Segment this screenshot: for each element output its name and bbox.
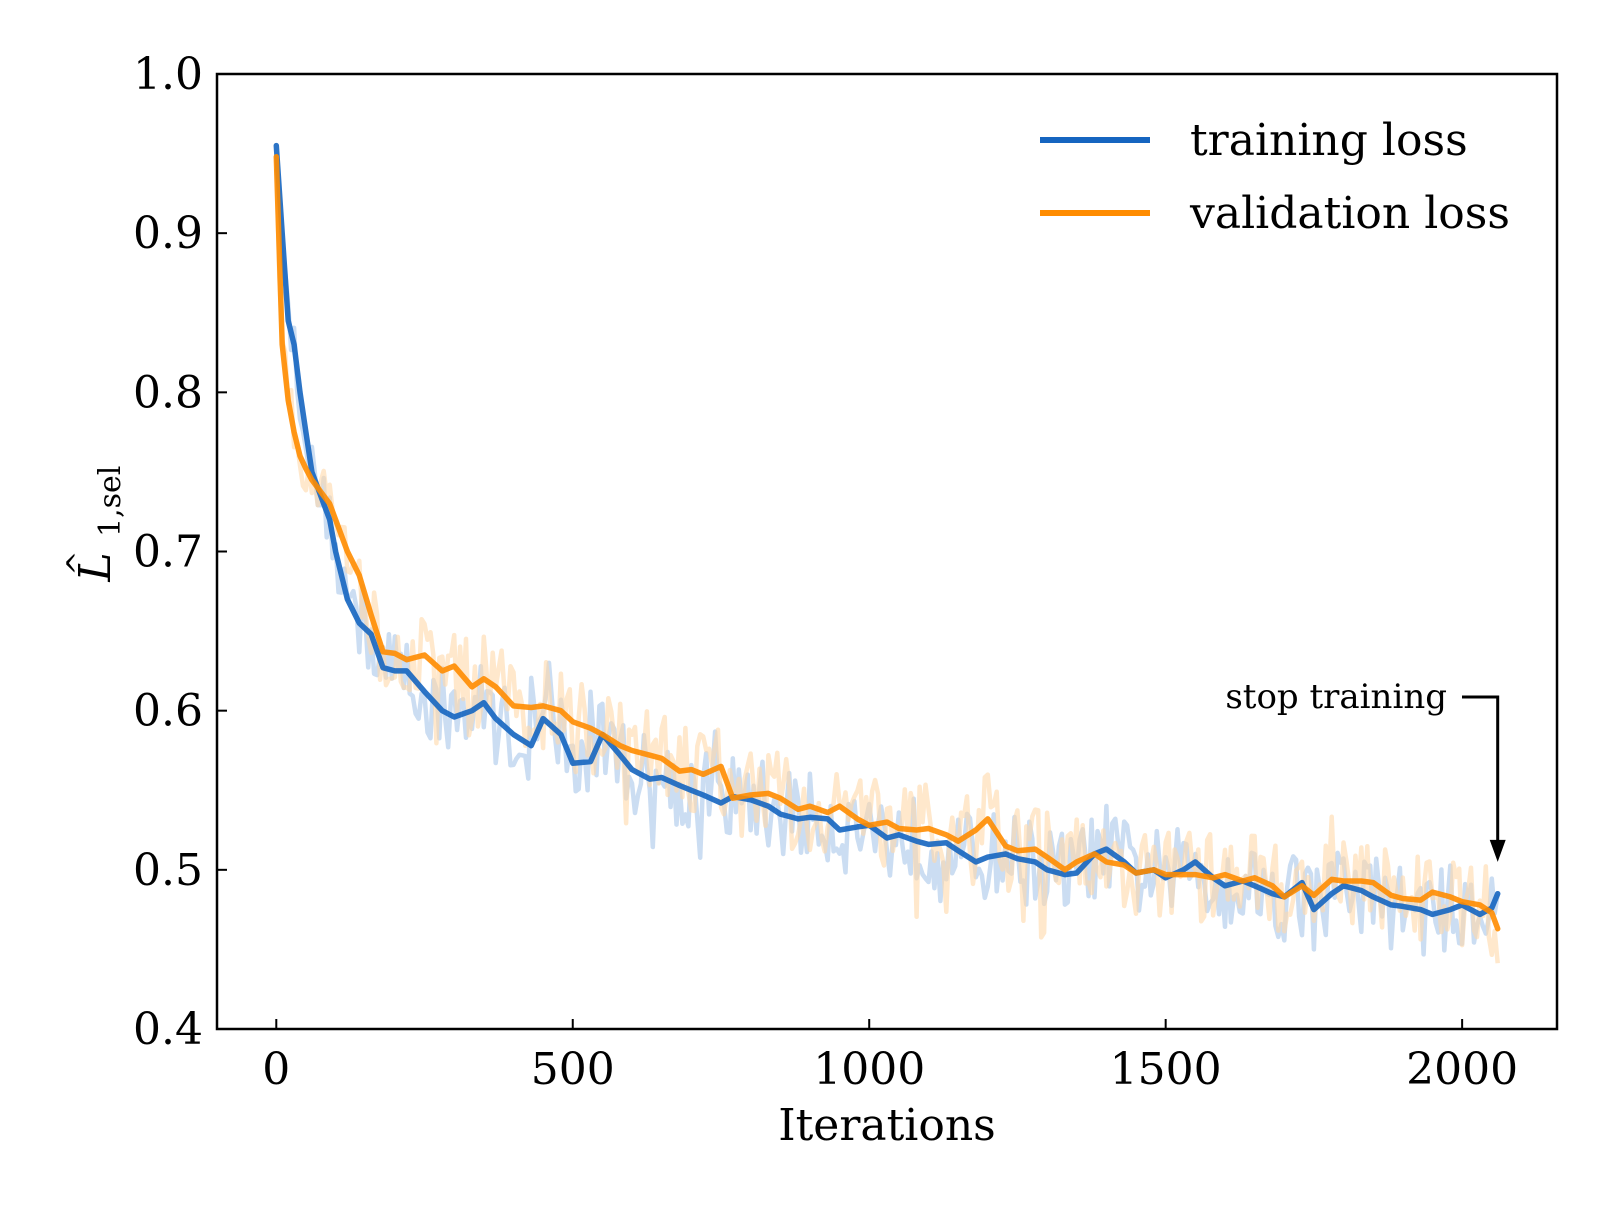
annotation-label: stop training (1225, 677, 1447, 717)
raw-validation-loss-line (274, 154, 1500, 964)
x-tick-label: 1500 (1110, 1044, 1222, 1095)
legend-label-training-loss: training loss (1190, 115, 1468, 166)
annotation-arrowhead (1489, 839, 1506, 862)
y-tick-label: 1.0 (133, 49, 203, 100)
series-training-loss-line (273, 142, 1501, 918)
y-axis-label: L ^ 1,sel (61, 466, 128, 583)
x-axis-ticks: 0 500 1000 1500 2000 (262, 1019, 1518, 1095)
raw-noise-layer (274, 154, 1500, 964)
series-validation-loss-line (273, 154, 1501, 932)
y-axis-label-symbol: L (70, 552, 121, 582)
annotation-arrow (1462, 695, 1500, 844)
y-tick-label: 0.6 (133, 686, 203, 737)
legend: training loss validation loss (1040, 115, 1510, 239)
y-tick-label: 0.7 (133, 527, 203, 578)
y-tick-label: 0.4 (133, 1004, 203, 1055)
x-tick-label: 0 (262, 1044, 290, 1095)
y-tick-label: 0.9 (133, 208, 203, 259)
x-tick-label: 1000 (813, 1044, 925, 1095)
y-tick-label: 0.8 (133, 367, 203, 418)
legend-label-validation-loss: validation loss (1189, 188, 1510, 239)
x-tick-label: 500 (531, 1044, 615, 1095)
x-tick-label: 2000 (1406, 1044, 1518, 1095)
y-axis-label-subscript: 1,sel (93, 466, 128, 537)
series-layer (273, 142, 1501, 932)
y-axis-ticks: 0.4 0.5 0.6 0.7 0.8 0.9 1.0 (133, 49, 227, 1055)
y-axis-label-hat: ^ (61, 550, 96, 575)
stop-training-annotation: stop training (1225, 677, 1506, 862)
y-tick-label: 0.5 (133, 845, 203, 896)
x-axis-label: Iterations (778, 1100, 996, 1151)
